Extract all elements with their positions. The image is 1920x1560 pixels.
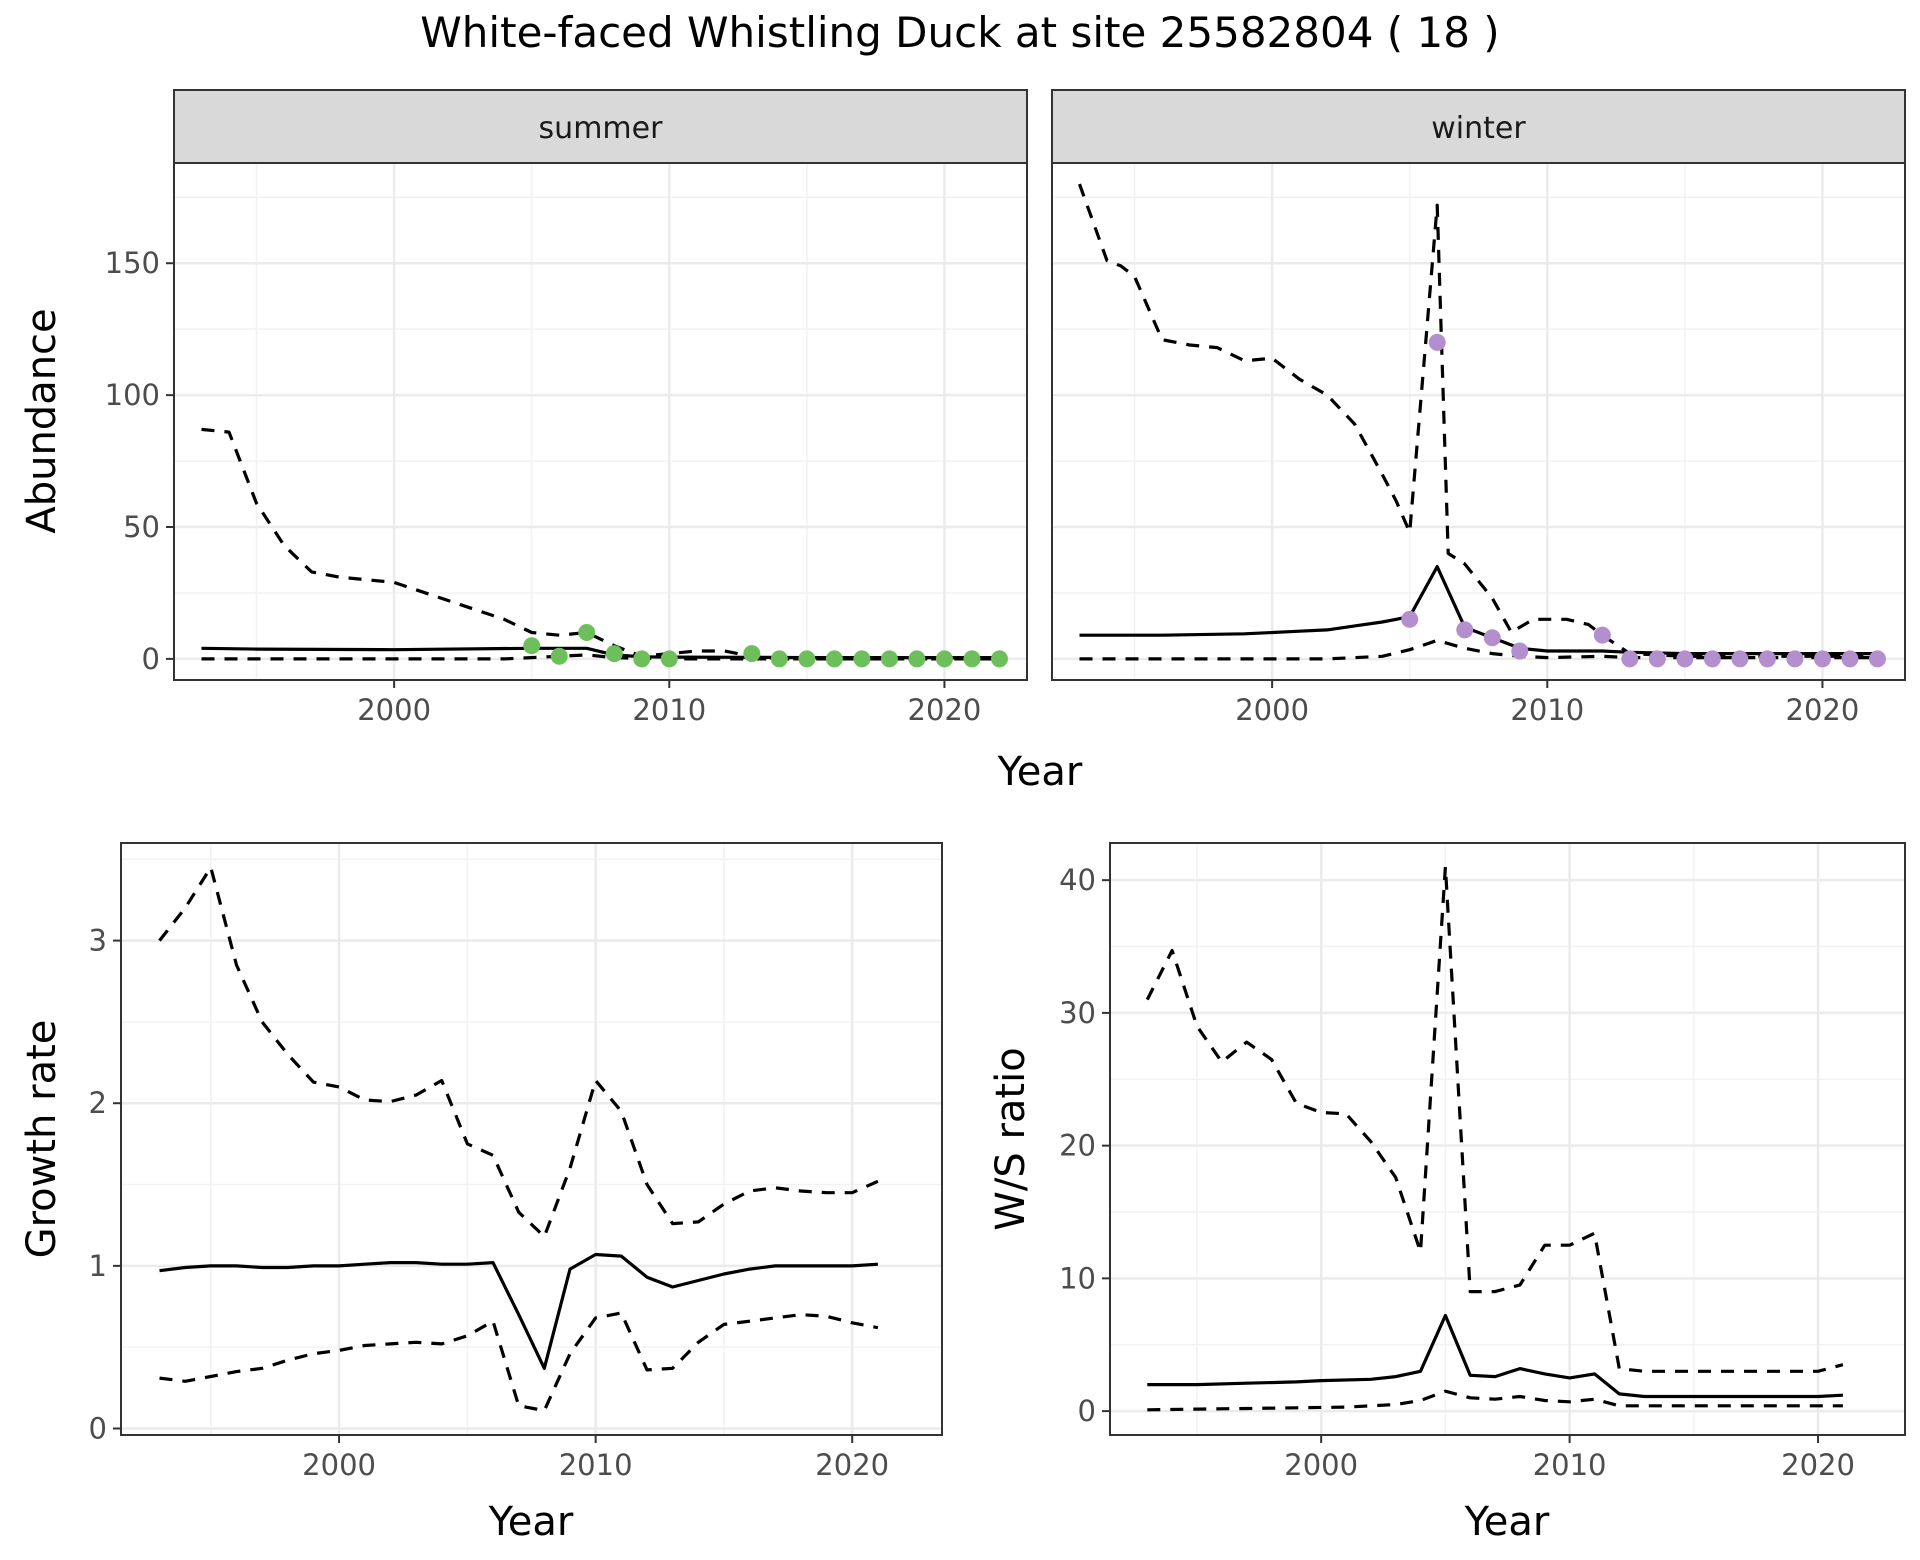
observed-point [990,650,1008,668]
figure-title: White-faced Whistling Duck at site 25582… [420,8,1499,57]
observed-point [1428,333,1446,351]
x-axis-title-growth: Year [488,1499,574,1545]
observed-point [1676,650,1694,668]
x-tick-label: 2010 [632,693,706,727]
observed-point [935,650,953,668]
observed-point [880,650,898,668]
observed-point [605,645,623,663]
ci-line-1 [158,865,879,1239]
observed-point [550,647,568,665]
y-tick-label: 50 [123,510,160,544]
observed-point [798,650,816,668]
observed-point [1703,650,1721,668]
y-tick-label: 10 [1059,1261,1096,1295]
x-tick-label: 2020 [908,693,982,727]
y-tick-label: 0 [142,642,160,676]
y-tick-label: 20 [1059,1129,1096,1163]
estimate-line-0 [159,1252,879,1370]
y-axis-title-growth: Growth rate [19,1020,65,1259]
observed-point [660,650,678,668]
observed-point [1401,610,1419,628]
observed-point [1621,650,1639,668]
observed-point [1786,650,1804,668]
ci-line-1 [201,427,1000,661]
observed-point [578,624,596,642]
observed-point [1456,621,1474,639]
ci-line-1 [1145,865,1844,1373]
estimate-line-0 [1147,1313,1843,1399]
observed-point [963,650,981,668]
x-tick-label: 2000 [1235,693,1309,727]
y-tick-label: 100 [105,378,160,412]
observed-point [523,637,541,655]
plot-background [1052,163,1905,680]
panel-ws_ratio: 2000 2010 2020 0 10 20 30 40 [1059,842,1906,1482]
observed-point [1841,650,1859,668]
plot-background [1110,843,1905,1435]
y-tick-label: 0 [1078,1394,1096,1428]
x-tick-label: 2020 [1781,1448,1855,1482]
observed-point [1868,650,1886,668]
observed-point [770,650,788,668]
y-tick-label: 150 [105,246,160,280]
y-tick-label: 3 [89,924,107,958]
observed-point [1731,650,1749,668]
ci-line-2 [159,1311,879,1413]
x-tick-label: 2010 [1533,1448,1607,1482]
x-tick-label: 2010 [1510,693,1584,727]
observed-point [853,650,871,668]
observed-point [743,645,761,663]
strip-label: winter [1431,111,1526,146]
x-tick-label: 2000 [357,693,431,727]
y-tick-label: 1 [89,1249,107,1283]
observed-point [825,650,843,668]
observed-point [1511,642,1529,660]
observed-point [1593,626,1611,644]
y-tick-label: 2 [89,1086,107,1120]
y-axis-title-abundance: Abundance [19,308,65,533]
y-tick-label: 30 [1059,996,1096,1030]
observed-point [633,650,651,668]
y-axis-title-ws: W/S ratio [988,1047,1034,1230]
strip-label: summer [539,111,664,146]
x-tick-label: 2000 [302,1448,376,1482]
ci-line-1 [1077,183,1878,658]
y-tick-label: 40 [1059,863,1096,897]
observed-point [908,650,926,668]
observed-point [1648,650,1666,668]
panel-border [120,842,943,1436]
strip-background [1051,89,1906,164]
plot-background [121,843,942,1435]
x-tick-label: 2000 [1284,1448,1358,1482]
ci-line-2 [1147,1389,1843,1412]
panel-summer: summer 2000 2010 2020 0 50 100 150 [105,89,1028,727]
panel-border [1109,842,1906,1436]
plot-background [174,163,1027,680]
panel-growth: 2000 2010 2020 0 1 2 3 [89,842,943,1482]
observed-point [1813,650,1831,668]
x-tick-label: 2020 [1786,693,1860,727]
panel-winter: winter 2000 2010 2020 [1051,89,1906,727]
y-tick-label: 0 [89,1411,107,1445]
strip-background [173,89,1028,164]
x-tick-label: 2020 [815,1448,889,1482]
observed-point [1758,650,1776,668]
observed-point [1483,629,1501,647]
x-tick-label: 2010 [559,1448,633,1482]
x-axis-title-top: Year [997,749,1083,795]
x-axis-title-ws: Year [1464,1499,1550,1545]
